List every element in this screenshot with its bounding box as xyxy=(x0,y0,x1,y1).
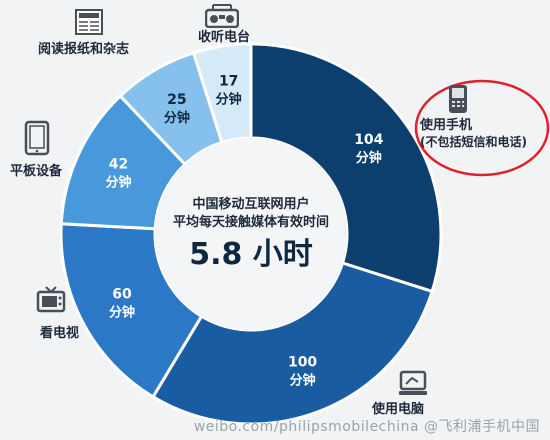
slice-value-label-5: 17 xyxy=(219,74,238,90)
donut-hole xyxy=(155,138,347,330)
slice-unit-label-2: 分钟 xyxy=(109,304,135,320)
tablet-icon xyxy=(24,120,50,156)
label-newspaper: 阅读报纸和杂志 xyxy=(38,42,130,57)
radio-icon xyxy=(205,4,239,28)
slice-unit-label-4: 分钟 xyxy=(164,110,190,126)
slice-value-label-4: 25 xyxy=(167,92,186,108)
center-line2: 平均每天接触媒体有效时间 xyxy=(173,214,329,230)
slice-value-label-2: 60 xyxy=(112,286,132,302)
slice-value-label-3: 42 xyxy=(109,157,128,173)
label-phone-line2: (不包括短信和电话) xyxy=(420,135,527,149)
center-value: 5.8 小时 xyxy=(189,237,313,272)
label-phone: 使用手机 (不包括短信和电话) xyxy=(420,118,527,150)
slice-unit-label-3: 分钟 xyxy=(105,175,131,191)
slice-unit-label-1: 分钟 xyxy=(290,373,316,389)
computer-icon xyxy=(399,370,427,395)
label-radio: 收听电台 xyxy=(198,30,251,45)
label-tablet: 平板设备 xyxy=(10,164,63,179)
highlight-circle xyxy=(414,79,550,177)
center-line1: 中国移动互联网用户 xyxy=(192,196,309,212)
slice-unit-label-5: 分钟 xyxy=(216,92,242,108)
slice-labels: 104 分钟 100 分钟 60 分钟 42 分钟 25 分钟 17 分钟 xyxy=(105,74,383,389)
label-phone-line1: 使用手机 xyxy=(420,118,473,133)
slice-unit-label-0: 分钟 xyxy=(356,150,382,166)
watermark: weibo.com/philipsmobilechina @飞利浦手机中国 xyxy=(193,419,540,435)
donut-slices xyxy=(59,42,443,426)
label-computer: 使用电脑 xyxy=(372,402,425,417)
tv-icon xyxy=(36,286,66,313)
slice-value-label-0: 104 xyxy=(354,132,383,148)
newspaper-icon xyxy=(75,9,103,35)
slice-value-label-1: 100 xyxy=(288,355,317,371)
phone-icon xyxy=(449,85,467,113)
label-tv: 看电视 xyxy=(40,326,80,341)
